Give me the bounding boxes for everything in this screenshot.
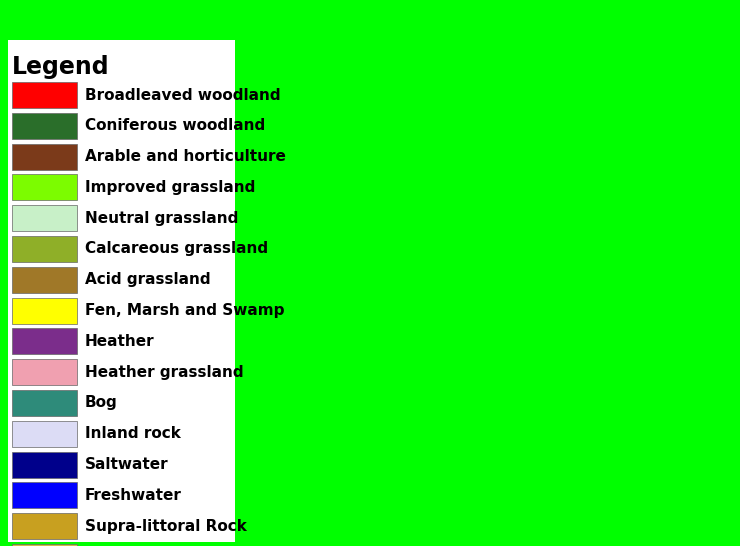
Bar <box>12 267 77 293</box>
Bar <box>12 113 77 139</box>
Text: Bog: Bog <box>85 395 118 411</box>
Bar <box>12 390 77 416</box>
Text: Neutral grassland: Neutral grassland <box>85 211 238 225</box>
Bar <box>12 544 77 546</box>
Bar <box>12 205 77 231</box>
Text: Coniferous woodland: Coniferous woodland <box>85 118 265 133</box>
Bar <box>12 359 77 385</box>
Bar <box>12 236 77 262</box>
Bar <box>12 82 77 108</box>
Text: Heather grassland: Heather grassland <box>85 365 243 379</box>
Bar <box>12 298 77 324</box>
Bar <box>8 40 235 542</box>
Text: Acid grassland: Acid grassland <box>85 272 211 287</box>
Bar <box>12 452 77 478</box>
Text: Arable and horticulture: Arable and horticulture <box>85 149 286 164</box>
Text: Heather: Heather <box>85 334 155 349</box>
Text: Freshwater: Freshwater <box>85 488 182 503</box>
Text: Legend: Legend <box>12 55 110 79</box>
Text: Broadleaved woodland: Broadleaved woodland <box>85 87 280 103</box>
Bar <box>12 144 77 170</box>
Text: Calcareous grassland: Calcareous grassland <box>85 241 268 257</box>
Bar <box>12 421 77 447</box>
Text: Saltwater: Saltwater <box>85 457 169 472</box>
Text: Improved grassland: Improved grassland <box>85 180 255 195</box>
Bar <box>12 513 77 539</box>
Bar <box>12 483 77 508</box>
Bar <box>12 174 77 200</box>
Text: Fen, Marsh and Swamp: Fen, Marsh and Swamp <box>85 303 284 318</box>
Text: Inland rock: Inland rock <box>85 426 181 441</box>
Bar <box>12 328 77 354</box>
Text: Supra-littoral Rock: Supra-littoral Rock <box>85 519 247 533</box>
